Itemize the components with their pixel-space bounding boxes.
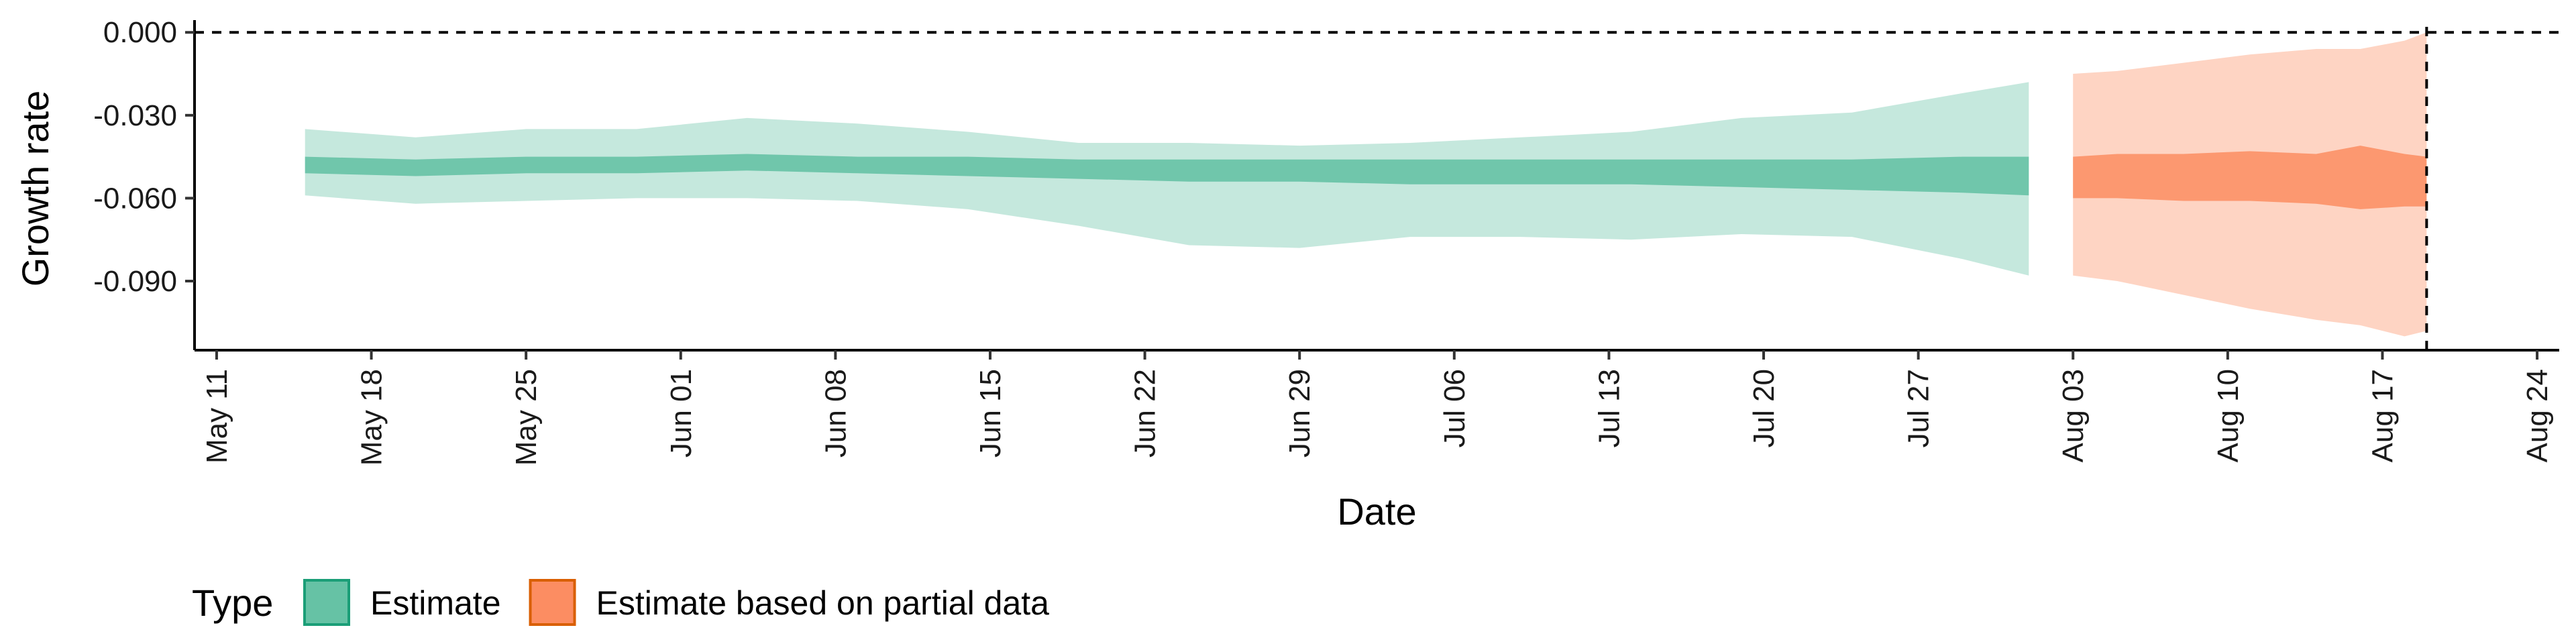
x-tick-label: May 25 (510, 369, 543, 466)
y-tick-label: 0.000 (103, 16, 177, 49)
axes-layer: 0.000 -0.030 -0.060 -0.090 May 11 May 18 May 2… (93, 16, 2559, 466)
x-tick-label: Jun 22 (1129, 369, 1162, 458)
legend-title: Type (192, 582, 273, 624)
x-tick-label: May 11 (201, 369, 233, 464)
y-tick-label: -0.060 (93, 182, 177, 215)
y-tick-label: -0.030 (93, 99, 177, 132)
x-tick-label: Aug 10 (2212, 369, 2245, 462)
x-tick-label: Jul 06 (1438, 369, 1471, 447)
reference-lines (195, 27, 2559, 350)
x-tick-label: Jun 15 (974, 369, 1007, 458)
x-tick-label: Jul 13 (1593, 369, 1625, 447)
legend-swatch-estimate (303, 579, 350, 626)
legend-label-estimate: Estimate (370, 584, 501, 622)
partial-estimate-band-50 (2073, 146, 2427, 209)
x-axis-title: Date (1337, 490, 1416, 533)
y-axis-title: Growth rate (14, 91, 56, 287)
legend-swatch-partial-estimate (529, 579, 576, 626)
x-tick-label: Jul 20 (1748, 369, 1780, 447)
bands-layer (305, 32, 2427, 337)
y-tick-label: -0.090 (93, 265, 177, 298)
x-tick-label: Aug 03 (2057, 369, 2090, 462)
x-tick-label: Jun 08 (819, 369, 852, 458)
x-tick-label: Aug 17 (2366, 369, 2399, 462)
x-tick-label: Jun 01 (665, 369, 698, 458)
x-tick-label: Aug 24 (2521, 369, 2554, 462)
legend-label-partial-estimate: Estimate based on partial data (596, 584, 1050, 622)
estimate-band-50 (305, 154, 2029, 196)
legend: Type Estimate Estimate based on partial d… (192, 579, 1050, 626)
x-tick-label: May 18 (356, 369, 388, 466)
x-tick-label: Jul 27 (1902, 369, 1935, 447)
x-tick-label: Jun 29 (1283, 369, 1316, 458)
